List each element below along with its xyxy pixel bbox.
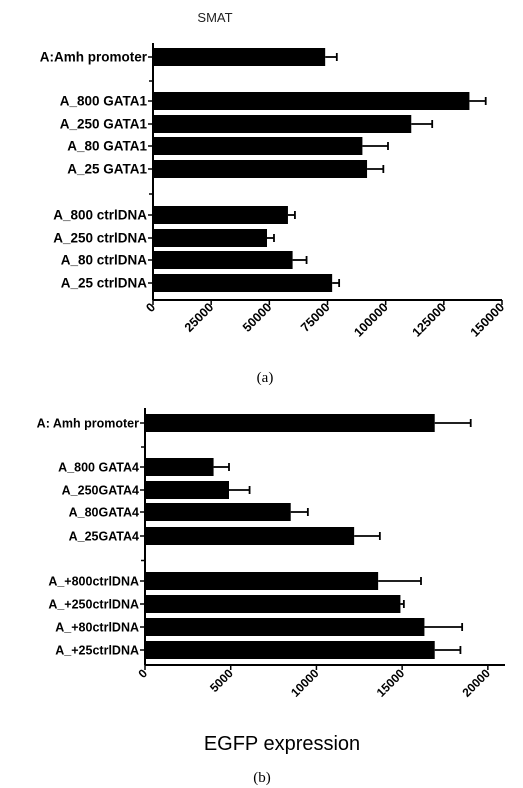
chart-a-category-label: A_800 ctrlDNA: [53, 208, 147, 223]
chart-a-x-tick-label: 150000: [468, 300, 507, 339]
chart-b-category-label: A_80GATA4: [69, 506, 139, 520]
chart-b-category-label: A: Amh promoter: [37, 417, 139, 431]
chart-b: A: Amh promoter A_800 GATA4 A_250GATA4 A_80…: [37, 408, 505, 786]
chart-b-category-label: A_+25ctrlDNA: [55, 644, 139, 658]
chart-b-x-tick-label: 10000: [288, 666, 322, 700]
chart-b-category-label: A_800 GATA4: [58, 461, 139, 475]
chart-a-bar: [153, 48, 326, 66]
chart-a-bar: [153, 92, 470, 110]
chart-a-bar: [153, 206, 288, 224]
chart-a-category-label: A_250 ctrlDNA: [53, 231, 147, 246]
chart-a-category-label: A:Amh promoter: [40, 50, 148, 65]
chart-b-category-label: A_250GATA4: [62, 484, 139, 498]
chart-a-x-tick-label: 100000: [351, 300, 390, 339]
chart-b-bar: [145, 481, 229, 499]
chart-a-bar: [153, 115, 412, 133]
chart-a-x-tick-label: 50000: [240, 300, 275, 335]
chart-a: SMAT A:Amh promoter A_800 GATA1 A_250 GATA…: [40, 10, 507, 386]
chart-b-category-label: A_+80ctrlDNA: [55, 621, 139, 635]
chart-b-bar: [145, 641, 435, 659]
chart-b-bar: [145, 572, 379, 590]
chart-a-x-tick-label: 75000: [298, 300, 333, 335]
chart-b-bar: [145, 618, 425, 636]
chart-b-category-label: A_25GATA4: [69, 530, 139, 544]
chart-b-x-tick-label: 5000: [207, 666, 236, 695]
chart-a-category-label: A_80 ctrlDNA: [61, 253, 148, 268]
chart-a-x-tick-label: 0: [143, 300, 158, 315]
chart-a-bar: [153, 160, 368, 178]
chart-b-bar: [145, 458, 214, 476]
chart-b-caption: (b): [253, 770, 271, 786]
chart-a-category-label: A_250 GATA1: [60, 117, 148, 132]
chart-b-bar: [145, 414, 435, 432]
chart-a-bar: [153, 251, 293, 269]
chart-a-title: SMAT: [197, 10, 232, 25]
chart-a-bar: [153, 137, 363, 155]
chart-b-category-label: A_+250ctrlDNA: [48, 598, 139, 612]
chart-a-bar: [153, 274, 333, 292]
chart-a-bar: [153, 229, 268, 247]
chart-a-x-tick-label: 25000: [182, 300, 217, 335]
chart-b-x-tick-label: 0: [135, 666, 150, 681]
chart-a-category-label: A_80 GATA1: [67, 139, 147, 154]
chart-b-x-axis-label: EGFP expression: [204, 733, 360, 755]
chart-b-x-tick-label: 20000: [459, 666, 493, 700]
chart-b-x-tick-label: 15000: [374, 666, 408, 700]
chart-a-category-label: A_25 GATA1: [67, 162, 147, 177]
chart-a-x-tick-label: 125000: [410, 300, 449, 339]
chart-b-bar: [145, 595, 401, 613]
chart-b-bar: [145, 503, 291, 521]
chart-b-category-label: A_+800ctrlDNA: [48, 575, 139, 589]
chart-b-bar: [145, 527, 355, 545]
chart-a-category-label: A_25 ctrlDNA: [61, 276, 148, 291]
chart-a-caption: (a): [257, 370, 274, 386]
chart-a-category-label: A_800 GATA1: [60, 94, 148, 109]
